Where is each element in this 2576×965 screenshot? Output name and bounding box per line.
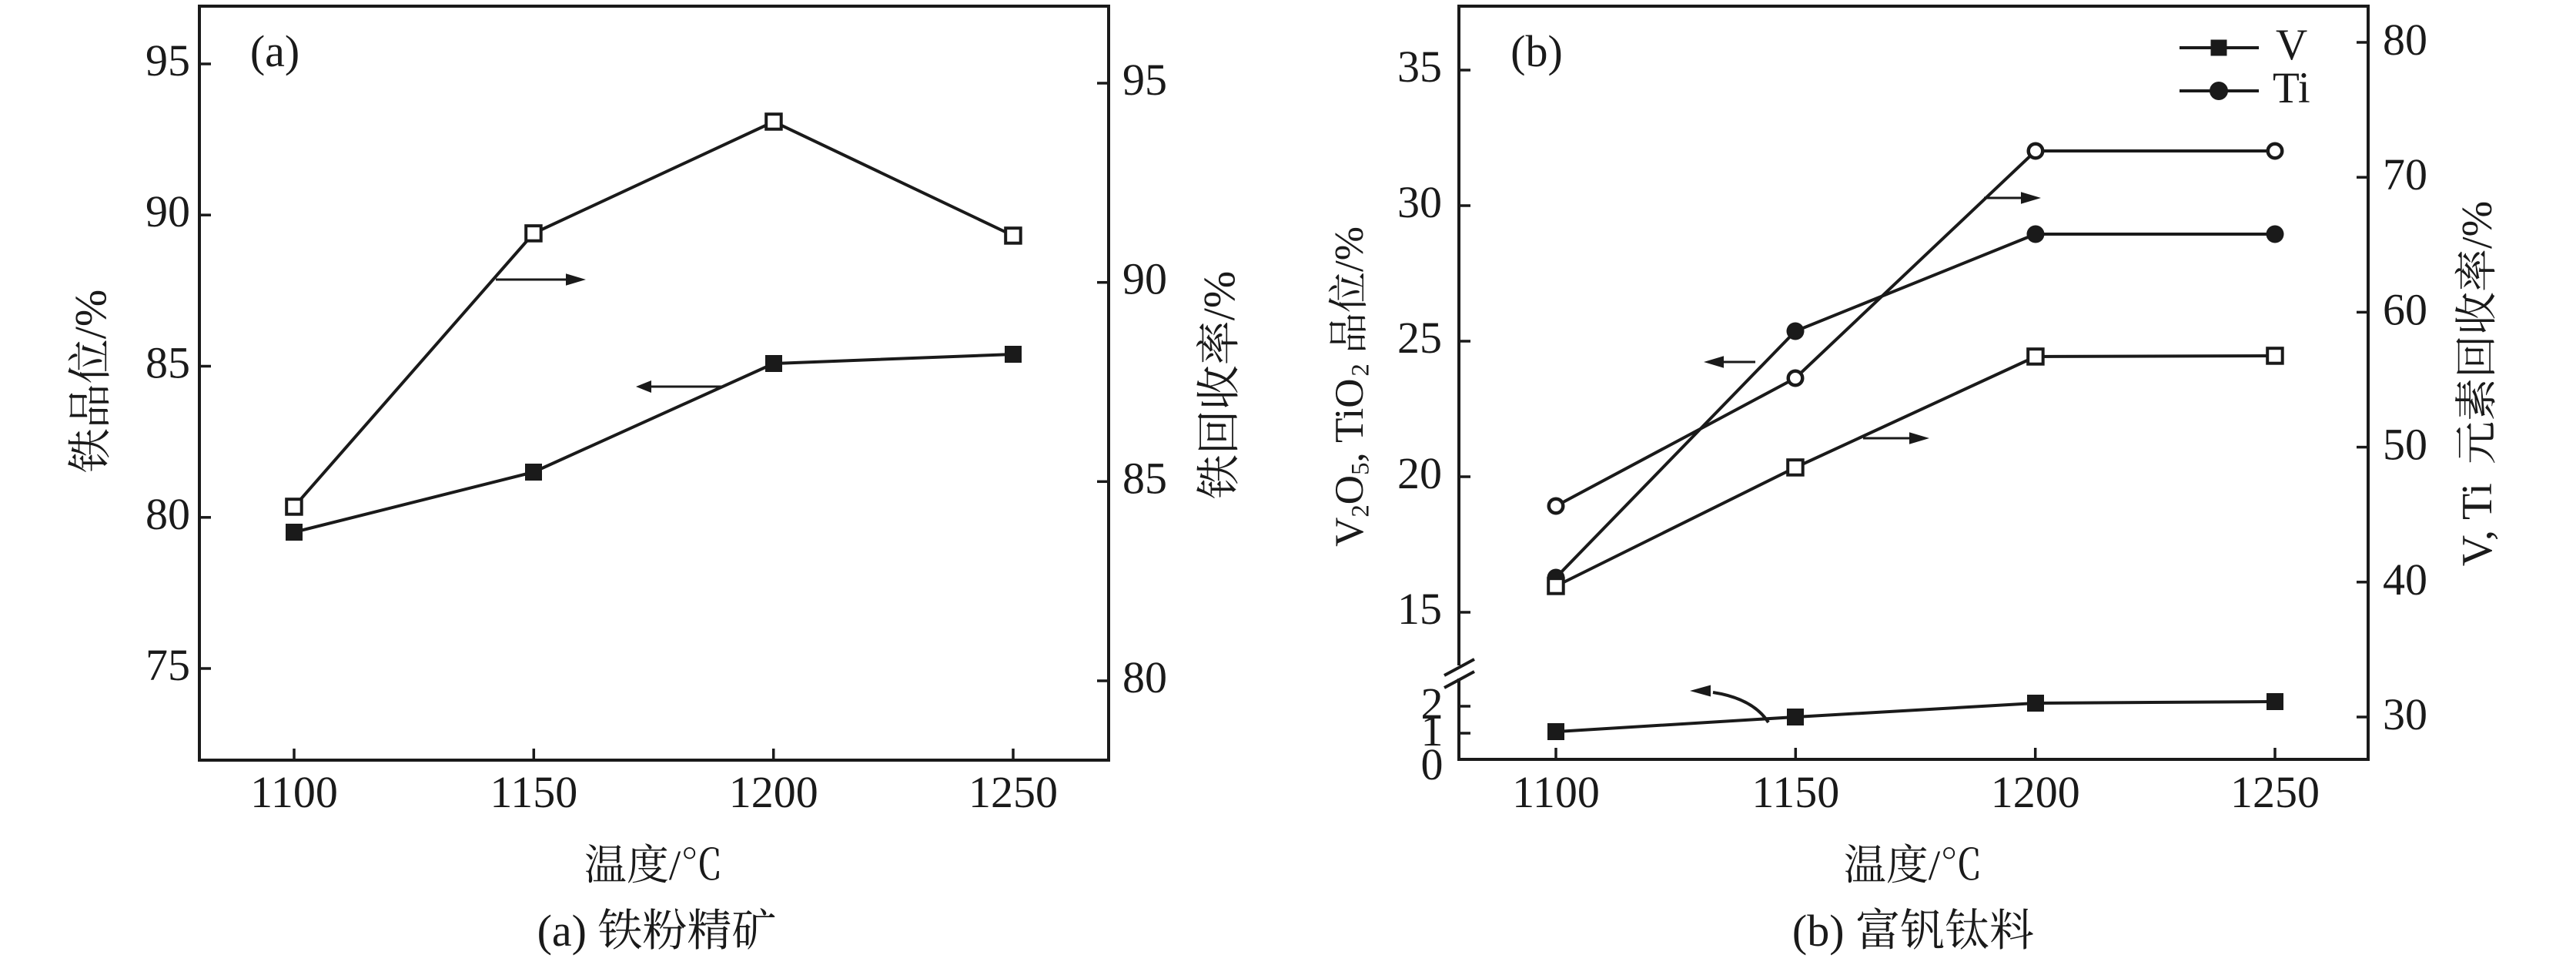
svg-text:(b): (b) xyxy=(1510,26,1563,76)
svg-text:(b): (b) xyxy=(1792,906,1845,956)
svg-text:2: 2 xyxy=(1421,679,1444,729)
svg-text:50: 50 xyxy=(2383,420,2427,470)
svg-text:V: V xyxy=(1327,518,1372,547)
svg-text:2: 2 xyxy=(1347,364,1374,376)
svg-text:Ti: Ti xyxy=(2273,64,2310,112)
svg-text:75: 75 xyxy=(146,640,190,690)
svg-text:30: 30 xyxy=(1397,177,1442,227)
svg-text:30: 30 xyxy=(2383,689,2427,739)
svg-text:1: 1 xyxy=(1421,705,1444,756)
svg-text:15: 15 xyxy=(1397,584,1442,634)
svg-text:70: 70 xyxy=(2383,149,2427,199)
svg-text:/%: /% xyxy=(1194,271,1244,320)
svg-text:1100: 1100 xyxy=(250,767,338,817)
svg-text:85: 85 xyxy=(1122,453,1167,503)
svg-text:80: 80 xyxy=(1122,652,1167,702)
svg-text:90: 90 xyxy=(1122,254,1167,304)
svg-text:1200: 1200 xyxy=(1991,767,2080,817)
svg-text:1100: 1100 xyxy=(1512,767,1600,817)
svg-text:1250: 1250 xyxy=(2230,767,2320,817)
svg-text:V: V xyxy=(2276,21,2307,69)
svg-text:40: 40 xyxy=(2383,555,2427,605)
svg-text:95: 95 xyxy=(146,35,190,85)
svg-text:/%: /% xyxy=(1327,226,1372,272)
svg-text:1150: 1150 xyxy=(1751,767,1839,817)
svg-text:80: 80 xyxy=(2383,15,2427,65)
svg-text:, TiO: , TiO xyxy=(1327,378,1372,462)
svg-text:85: 85 xyxy=(146,338,190,388)
svg-text:1200: 1200 xyxy=(729,767,818,817)
svg-text:(a): (a) xyxy=(537,906,587,956)
svg-text:(a): (a) xyxy=(250,26,299,76)
svg-text:5: 5 xyxy=(1347,462,1374,474)
svg-text:0: 0 xyxy=(1421,739,1444,789)
svg-text:25: 25 xyxy=(1397,313,1442,363)
svg-text:/%: /% xyxy=(2454,201,2501,249)
svg-text:95: 95 xyxy=(1122,55,1167,105)
svg-text:20: 20 xyxy=(1397,448,1442,498)
svg-text:60: 60 xyxy=(2383,284,2427,334)
svg-text:/: / xyxy=(1929,842,1941,889)
svg-text:80: 80 xyxy=(146,489,190,539)
svg-text:V, Ti: V, Ti xyxy=(2454,483,2501,566)
svg-text:O: O xyxy=(1327,475,1372,504)
svg-text:1250: 1250 xyxy=(969,767,1058,817)
svg-text:1150: 1150 xyxy=(490,767,577,817)
svg-text:/: / xyxy=(669,842,681,889)
svg-text:35: 35 xyxy=(1397,42,1442,92)
svg-text:/%: /% xyxy=(65,290,115,339)
svg-text:2: 2 xyxy=(1347,504,1374,517)
svg-text:90: 90 xyxy=(146,186,190,236)
